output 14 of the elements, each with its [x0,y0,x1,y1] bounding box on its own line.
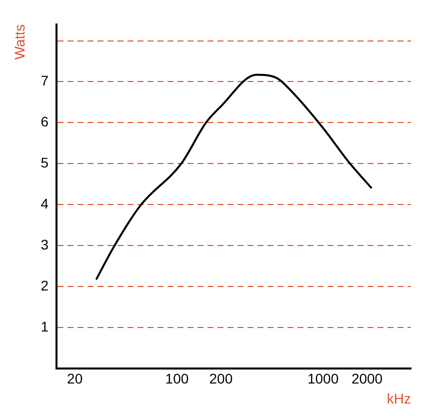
x-tick-label: 1000 [307,370,339,387]
x-tick-label: 100 [165,370,189,387]
y-tick-label: 5 [40,154,49,170]
y-axis-title: Watts [11,24,28,60]
x-axis-title: kHz [386,390,411,406]
y-tick-label: 6 [40,114,49,130]
y-tick-label: 3 [40,236,49,252]
x-tick-label: 2000 [351,370,383,387]
y-tick-label: 2 [40,277,49,294]
y-tick-label: 4 [40,195,49,212]
y-tick-label: 7 [40,72,49,89]
x-tick-label: 200 [209,370,233,387]
y-tick-label: 1 [40,318,49,334]
x-tick-label: 20 [67,370,83,387]
